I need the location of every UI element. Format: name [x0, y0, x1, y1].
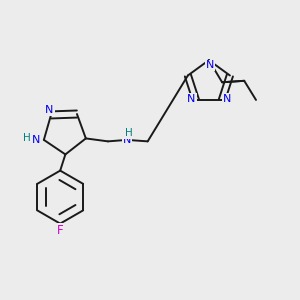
Text: N: N	[206, 61, 214, 70]
Text: N: N	[123, 135, 131, 145]
Text: F: F	[57, 224, 64, 237]
Text: N: N	[223, 94, 231, 104]
Text: H: H	[23, 134, 31, 143]
Text: N: N	[187, 94, 196, 104]
Text: N: N	[45, 105, 54, 115]
Text: H: H	[125, 128, 132, 138]
Text: N: N	[32, 135, 40, 145]
